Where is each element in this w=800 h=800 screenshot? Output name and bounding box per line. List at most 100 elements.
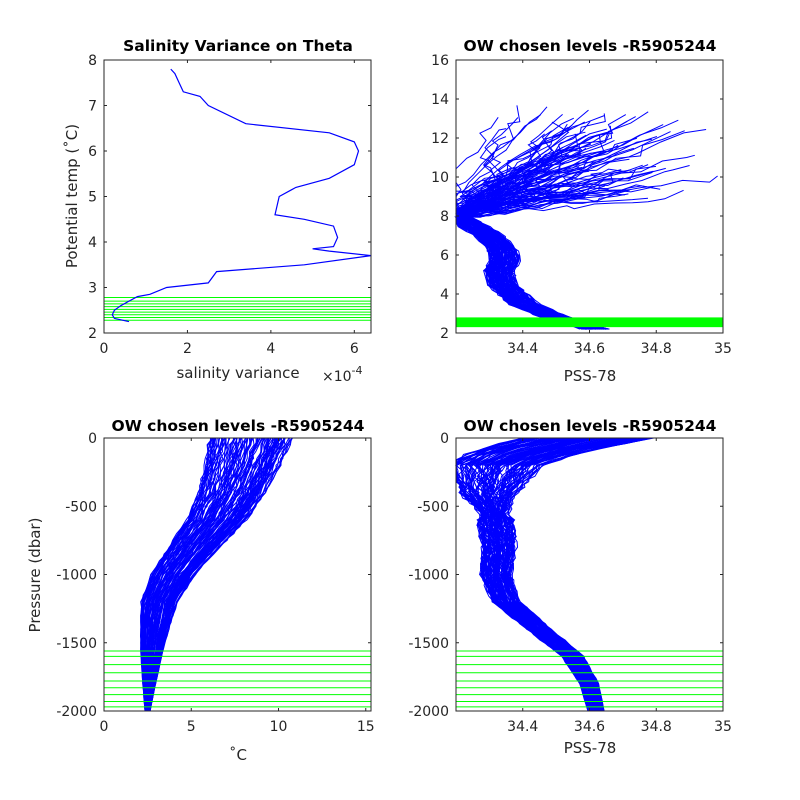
y-tick-label: -2000 bbox=[408, 704, 449, 720]
profile-line bbox=[140, 437, 217, 712]
profile-line bbox=[489, 437, 598, 712]
profile-line bbox=[461, 124, 664, 330]
y-tick-label: 4 bbox=[440, 287, 449, 303]
profile-line bbox=[147, 437, 263, 712]
y-tick-label: -1500 bbox=[408, 636, 449, 652]
panel4-xlabel: PSS-78 bbox=[564, 739, 617, 757]
x-tick-label: 15 bbox=[357, 719, 375, 735]
profile-line bbox=[147, 437, 265, 712]
panel3-chosen-levels bbox=[104, 650, 371, 712]
y-tick-label: 0 bbox=[440, 431, 449, 447]
panel1-chosen-levels bbox=[104, 297, 371, 321]
profile-line bbox=[146, 437, 238, 712]
y-tick-label: 7 bbox=[88, 99, 97, 115]
panel2-xlabel: PSS-78 bbox=[564, 367, 617, 385]
panel4-y-ticks: -2000 -1500 -1000 -500 0 bbox=[408, 431, 723, 720]
panel-salinity-pressure: OW chosen levels -R5905244 34.4 34.6 34.8 3… bbox=[408, 417, 732, 757]
panel2-profiles bbox=[454, 105, 718, 330]
x-tick-label: 5 bbox=[187, 719, 196, 735]
profile-line bbox=[147, 437, 253, 712]
panel3-ylabel: Pressure (dbar) bbox=[26, 518, 44, 633]
x-tick-label: 0 bbox=[100, 341, 109, 357]
profile-line bbox=[497, 437, 628, 712]
profile-line bbox=[456, 147, 595, 330]
profile-line bbox=[455, 437, 589, 712]
panel4-title: OW chosen levels -R5905244 bbox=[464, 417, 717, 435]
y-tick-label: 4 bbox=[88, 235, 97, 251]
panel4-x-ticks: 34.4 34.6 34.8 35 bbox=[507, 438, 732, 735]
x-tick-label: 34.8 bbox=[641, 719, 672, 735]
profile-line bbox=[455, 114, 586, 330]
panel3-xlabel: ˚C bbox=[229, 746, 247, 764]
profile-line bbox=[144, 437, 231, 712]
y-tick-label: -500 bbox=[417, 499, 449, 515]
panel-theta-salinity: OW chosen levels -R5905244 34.4 34.6 34.8 3… bbox=[431, 37, 732, 385]
profile-line bbox=[454, 116, 636, 330]
y-tick-label: 14 bbox=[431, 92, 449, 108]
x-tick-label: 6 bbox=[350, 341, 359, 357]
y-tick-label: 8 bbox=[440, 209, 449, 225]
y-tick-label: -2000 bbox=[56, 704, 97, 720]
panel1-axes-box bbox=[103, 59, 372, 334]
profile-line bbox=[140, 437, 211, 712]
y-tick-label: 0 bbox=[88, 431, 97, 447]
profile-line bbox=[148, 437, 278, 712]
panel1-xlabel: salinity variance bbox=[176, 364, 299, 382]
x-tick-label: 34.4 bbox=[507, 719, 538, 735]
x-tick-label: 2 bbox=[183, 341, 192, 357]
profile-line bbox=[465, 121, 605, 330]
y-tick-label: 10 bbox=[431, 170, 449, 186]
profile-line bbox=[502, 437, 654, 712]
panel3-x-ticks: 0 5 10 15 bbox=[100, 438, 375, 735]
profile-line bbox=[455, 139, 615, 330]
profile-line bbox=[455, 437, 589, 712]
panel3-title: OW chosen levels -R5905244 bbox=[112, 417, 365, 435]
y-tick-label: 6 bbox=[440, 248, 449, 264]
y-tick-label: 12 bbox=[431, 131, 449, 147]
profile-line bbox=[462, 164, 649, 330]
panel1-title: Salinity Variance on Theta bbox=[123, 37, 353, 55]
profile-line bbox=[472, 437, 594, 712]
y-tick-label: 5 bbox=[88, 190, 97, 206]
y-tick-label: -1500 bbox=[56, 636, 97, 652]
y-tick-label: 16 bbox=[431, 53, 449, 69]
panel4-profiles bbox=[455, 437, 654, 712]
x-tick-label: 34.4 bbox=[507, 341, 538, 357]
x-tick-label: 35 bbox=[714, 719, 732, 735]
y-tick-label: 3 bbox=[88, 281, 97, 297]
panel2-y-ticks: 2 4 6 8 10 12 14 16 bbox=[431, 53, 723, 342]
profile-line bbox=[495, 437, 610, 712]
y-tick-label: 2 bbox=[440, 326, 449, 342]
profile-line bbox=[144, 437, 225, 712]
profile-line bbox=[455, 111, 649, 330]
profile-line bbox=[111, 68, 372, 323]
y-tick-label: -500 bbox=[65, 499, 97, 515]
x-tick-label: 4 bbox=[266, 341, 275, 357]
profile-line bbox=[146, 437, 243, 712]
profile-line bbox=[501, 437, 638, 712]
profile-line bbox=[455, 164, 643, 330]
panel2-title: OW chosen levels -R5905244 bbox=[464, 37, 717, 55]
panel3-profiles bbox=[140, 437, 293, 712]
y-tick-label: -1000 bbox=[408, 568, 449, 584]
y-tick-label: 2 bbox=[88, 326, 97, 342]
profile-line bbox=[455, 119, 679, 330]
x-tick-label: 34.6 bbox=[574, 341, 605, 357]
panel1-ylabel: Potential temp (˚C) bbox=[63, 124, 81, 268]
profile-line bbox=[502, 437, 639, 712]
profile-line bbox=[455, 437, 590, 712]
y-tick-label: 6 bbox=[88, 144, 97, 160]
panel2-x-ticks: 34.4 34.6 34.8 35 bbox=[507, 60, 732, 357]
profile-line bbox=[149, 437, 286, 712]
profile-line bbox=[495, 437, 619, 712]
profile-line bbox=[149, 437, 293, 712]
profile-line bbox=[148, 437, 269, 712]
x-tick-label: 0 bbox=[100, 719, 109, 735]
profile-line bbox=[464, 121, 607, 330]
x-tick-label: 10 bbox=[270, 719, 288, 735]
profile-line bbox=[145, 437, 235, 711]
panel-temperature-pressure: OW chosen levels -R5905244 0 5 10 15 -2000 -… bbox=[26, 417, 375, 764]
profile-line bbox=[455, 437, 590, 712]
x-tick-label: 35 bbox=[714, 341, 732, 357]
